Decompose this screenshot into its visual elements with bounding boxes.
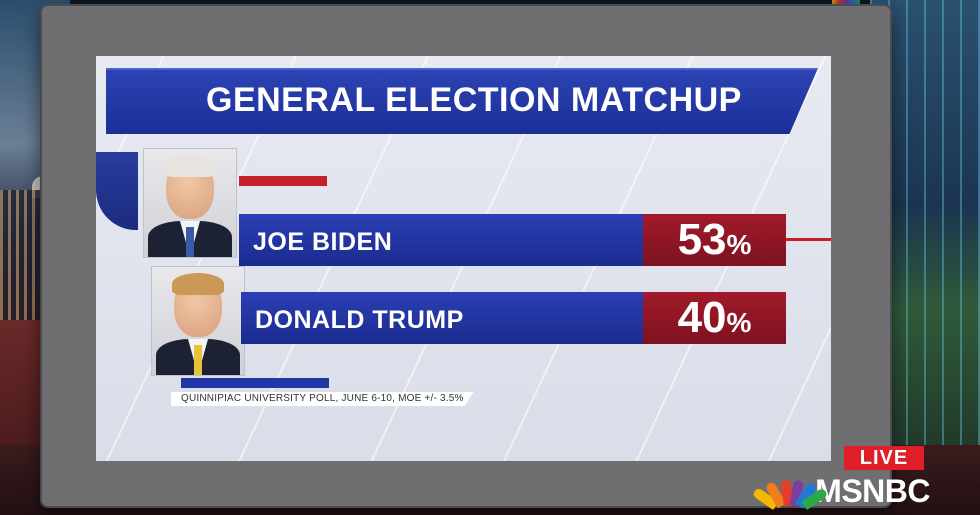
peacock-icon: [752, 476, 829, 511]
peacock-icon: [832, 0, 860, 10]
candidate-name: JOE BIDEN: [253, 228, 393, 256]
accent-line: [786, 238, 831, 241]
percent-sign: %: [726, 307, 752, 338]
accent-stripe: [239, 176, 327, 186]
tie: [186, 227, 194, 257]
percent-value: 53: [677, 215, 727, 264]
tie: [194, 345, 202, 375]
candidate-name: DONALD TRUMP: [255, 306, 464, 334]
poll-source-caption: QUINNIPIAC UNIVERSITY POLL, JUNE 6-10, M…: [171, 392, 474, 406]
banner-ribbon: [96, 152, 138, 230]
source-accent-stripe: [181, 378, 329, 388]
candidate-photo-biden: [143, 148, 237, 258]
candidate-percent-biden: 53%: [643, 214, 786, 266]
live-badge: LIVE: [844, 446, 924, 470]
percent-sign: %: [726, 229, 752, 260]
network-name: MSNBC: [815, 472, 930, 509]
title-banner: [106, 68, 818, 134]
candidate-photo-trump: [151, 266, 245, 376]
graphic-title: GENERAL ELECTION MATCHUP: [206, 81, 742, 119]
hair: [164, 155, 216, 177]
candidate-bar-trump: DONALD TRUMP: [241, 292, 645, 344]
network-logo: MSNBC: [752, 472, 930, 511]
percent-value: 40: [677, 293, 727, 342]
candidate-percent-trump: 40%: [643, 292, 786, 344]
candidate-bar-biden: JOE BIDEN: [239, 214, 645, 266]
graphic-screen: GENERAL ELECTION MATCHUP JOE BIDEN 53% D…: [96, 56, 831, 461]
hair: [172, 273, 224, 295]
